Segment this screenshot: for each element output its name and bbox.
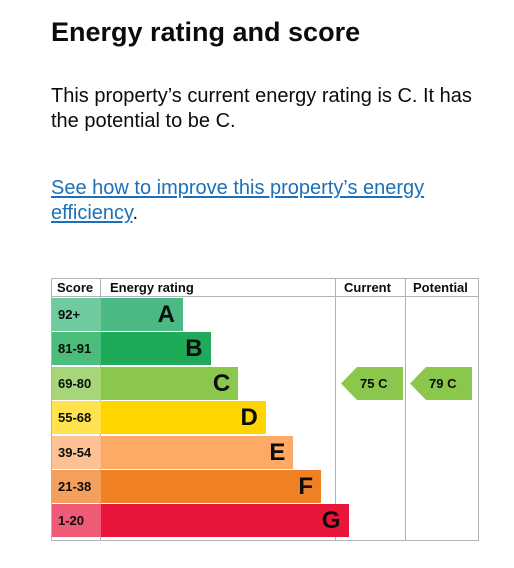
- band-score-e: 39-54: [52, 435, 101, 469]
- band-letter-d: D: [240, 404, 258, 432]
- chart-frame: [51, 278, 479, 541]
- band-score-b: 81-91: [52, 332, 101, 366]
- current-rating-label: 75 C: [360, 375, 388, 391]
- improve-suffix: .: [132, 202, 139, 224]
- band-letter-a: A: [157, 301, 175, 328]
- header-divider: [51, 296, 478, 297]
- band-bar-f: F: [101, 470, 321, 503]
- band-score-c: 69-80: [52, 366, 101, 400]
- band-letter-c: C: [212, 369, 231, 397]
- score-column-header: Score: [57, 280, 94, 295]
- page-title: Energy rating and score: [51, 17, 361, 47]
- improve-paragraph: See how to improve this property’s energ…: [51, 176, 491, 226]
- band-bar-c: C: [101, 366, 239, 400]
- band-bar-b: B: [101, 332, 211, 366]
- potential-rating-arrow: 79 C: [410, 366, 472, 400]
- band-letter-f: F: [298, 473, 313, 500]
- current-column-header: Current: [344, 280, 391, 295]
- potential-column-divider: [405, 278, 406, 540]
- current-arrow-shape: [341, 366, 403, 400]
- band-score-g: 1-20: [52, 504, 101, 538]
- potential-arrow-shape: [410, 366, 472, 400]
- improve-efficiency-link[interactable]: See how to improve this property’s energ…: [51, 177, 425, 224]
- rating-column-header: Energy rating: [110, 280, 194, 295]
- band-letter-b: B: [185, 335, 203, 363]
- current-column-divider: [335, 278, 336, 540]
- energy-rating-chart: Score Energy rating Current Potential 92…: [51, 278, 479, 541]
- potential-rating-label: 79 C: [429, 375, 457, 391]
- potential-column-header: Potential: [413, 280, 468, 295]
- band-score-f: 21-38: [52, 470, 101, 503]
- band-letter-e: E: [269, 438, 286, 466]
- current-rating-arrow: 75 C: [341, 366, 403, 400]
- band-bar-d: D: [101, 401, 266, 435]
- band-bar-a: A: [101, 298, 183, 331]
- band-bar-e: E: [101, 435, 294, 469]
- band-score-d: 55-68: [52, 401, 101, 435]
- band-score-a: 92+: [52, 298, 101, 331]
- rating-summary: This property’s current energy rating is…: [51, 85, 472, 132]
- band-letter-g: G: [321, 507, 341, 535]
- band-bar-g: G: [101, 504, 349, 538]
